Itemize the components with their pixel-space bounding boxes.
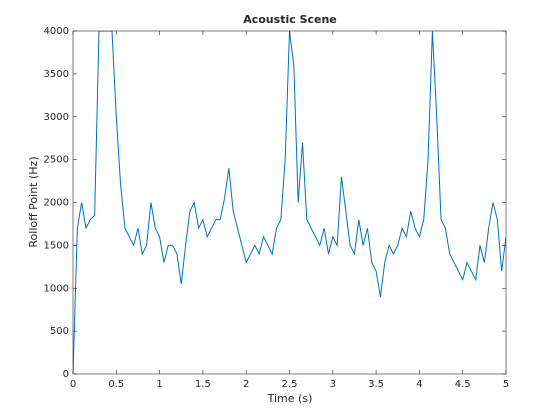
data-line bbox=[73, 31, 506, 374]
x-tick-label: 1.5 bbox=[195, 379, 211, 390]
x-tick-label: 5 bbox=[503, 379, 509, 390]
x-tick-label: 0.5 bbox=[108, 379, 124, 390]
y-axis-label: Rolloff Point (Hz) bbox=[27, 156, 40, 247]
y-tick-label: 0 bbox=[63, 369, 69, 380]
x-tick-label: 0 bbox=[70, 379, 76, 390]
x-tick-label: 4.5 bbox=[455, 379, 471, 390]
plot-area bbox=[73, 31, 506, 374]
y-tick-label: 1000 bbox=[44, 283, 69, 294]
y-tick-label: 2000 bbox=[44, 198, 69, 209]
x-tick-label: 2.5 bbox=[282, 379, 298, 390]
x-tick-label: 3.5 bbox=[368, 379, 384, 390]
y-tick-label: 2500 bbox=[44, 155, 69, 166]
y-tick-label: 500 bbox=[50, 326, 69, 337]
x-tick-label: 1 bbox=[156, 379, 162, 390]
chart-title: Acoustic Scene bbox=[243, 13, 337, 26]
x-tick-label: 3 bbox=[330, 379, 336, 390]
x-tick-label: 4 bbox=[416, 379, 422, 390]
y-tick-label: 3000 bbox=[44, 112, 69, 123]
y-tick-label: 1500 bbox=[44, 240, 69, 251]
y-tick-label: 3500 bbox=[44, 69, 69, 80]
y-tick-label: 4000 bbox=[44, 26, 69, 37]
x-tick-label: 2 bbox=[243, 379, 249, 390]
x-axis-label: Time (s) bbox=[267, 392, 313, 405]
